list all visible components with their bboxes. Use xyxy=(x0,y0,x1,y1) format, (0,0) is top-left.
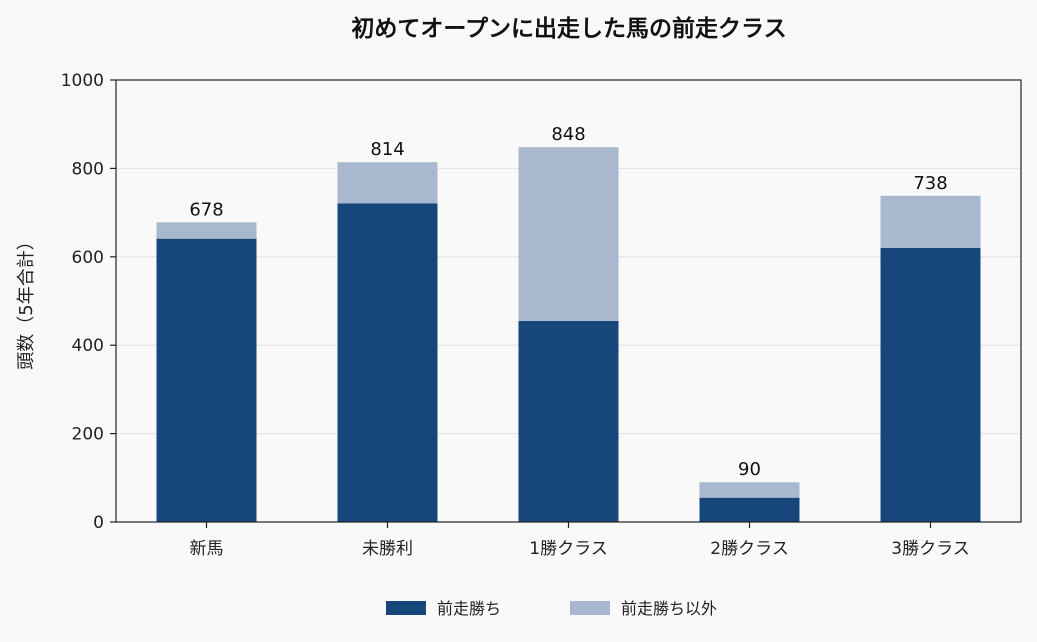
x-tick-label: 1勝クラス xyxy=(529,539,607,559)
bar-total-label: 848 xyxy=(551,124,585,145)
y-tick-label: 600 xyxy=(72,248,104,268)
legend: 前走勝ち 前走勝ち以外 xyxy=(386,599,717,618)
bar-total-label: 678 xyxy=(189,199,223,220)
x-tick-label: 新馬 xyxy=(190,539,224,559)
y-tick-label: 200 xyxy=(72,425,104,445)
bar-total-label: 814 xyxy=(370,139,404,160)
y-axis-label: 頭数（5年合計） xyxy=(16,232,37,369)
bar-other xyxy=(880,195,981,248)
bar-win xyxy=(880,247,981,522)
bar-win xyxy=(337,203,438,522)
x-tick-label: 3勝クラス xyxy=(891,539,969,559)
bar-win xyxy=(156,238,257,523)
bar-other xyxy=(699,482,800,498)
x-tick-label: 2勝クラス xyxy=(710,539,788,559)
bar-other xyxy=(337,162,438,204)
bars xyxy=(156,147,981,523)
x-axis-ticks: 新馬 未勝利 1勝クラス 2勝クラス 3勝クラス xyxy=(190,522,970,559)
legend-swatch xyxy=(386,601,426,615)
y-tick-label: 1000 xyxy=(61,71,104,91)
bar-other xyxy=(518,147,619,321)
legend-label: 前走勝ち xyxy=(437,599,501,618)
bar-other xyxy=(156,222,257,239)
chart-title: 初めてオープンに出走した馬の前走クラス xyxy=(351,15,786,42)
y-tick-label: 800 xyxy=(72,159,104,179)
y-tick-label: 0 xyxy=(93,513,104,533)
y-axis-ticks: 0 200 400 600 800 1000 xyxy=(61,71,116,533)
bar-win xyxy=(699,497,800,522)
bar-total-label: 738 xyxy=(913,173,947,194)
x-tick-label: 未勝利 xyxy=(362,539,413,559)
data-labels: 678 814 848 90 738 xyxy=(189,124,947,480)
y-tick-label: 400 xyxy=(72,336,104,356)
legend-swatch xyxy=(570,601,610,615)
legend-label: 前走勝ち以外 xyxy=(621,599,717,618)
bar-total-label: 90 xyxy=(738,459,761,480)
bar-win xyxy=(518,320,619,522)
